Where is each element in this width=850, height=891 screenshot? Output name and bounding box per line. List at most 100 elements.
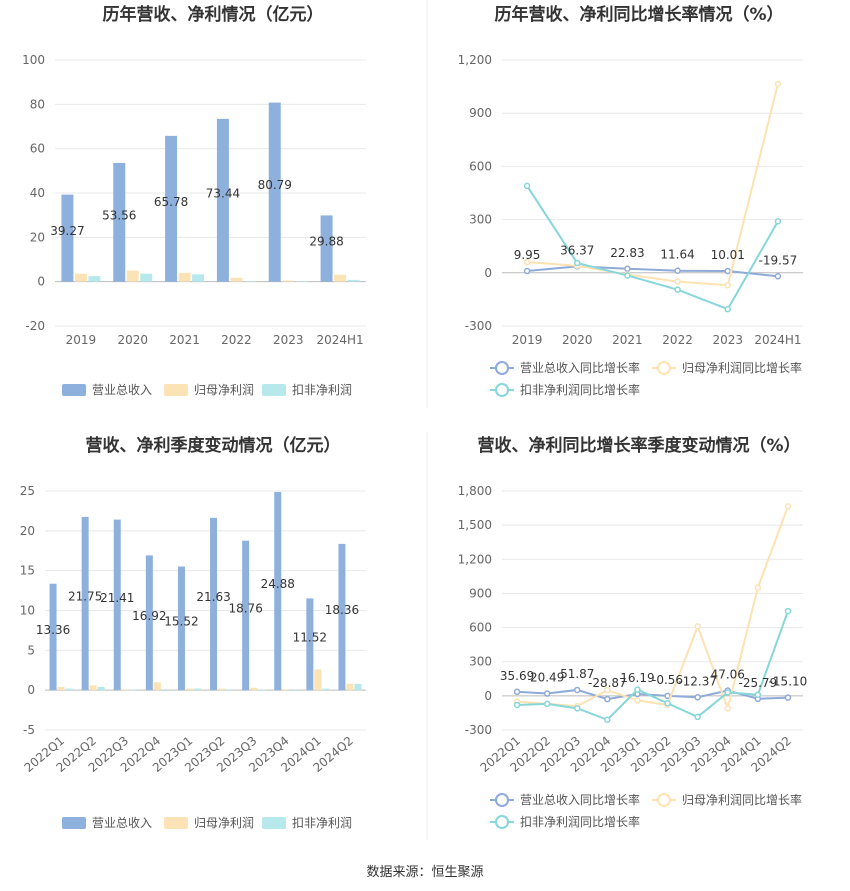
legend-swatch-marker [657, 361, 671, 375]
legend-swatch [62, 817, 86, 829]
x-tick-label: 2021 [169, 333, 200, 347]
line-value-label: -0.56 [652, 673, 683, 687]
series-point [624, 272, 631, 279]
bar [282, 689, 290, 691]
chart-title: 营收、净利季度变动情况（亿元） [86, 435, 341, 456]
series-point [543, 690, 551, 697]
series-point [694, 713, 701, 721]
bar [113, 519, 121, 691]
bar [165, 135, 178, 282]
series-point [523, 267, 531, 275]
bar [57, 686, 65, 691]
bar [347, 279, 360, 282]
chart-title: 历年营收、净利同比增长率情况（%） [494, 4, 783, 25]
y-tick-label: 300 [469, 213, 492, 227]
legend-label: 归母净利润同比增长率 [682, 360, 802, 375]
chart-title: 历年营收、净利情况（亿元） [103, 4, 324, 25]
series-point [523, 258, 531, 266]
series-point [754, 584, 762, 591]
series-line [527, 83, 779, 287]
line-value-label: 47.06 [711, 668, 745, 682]
bar [230, 277, 243, 282]
line-value-label: -28.87 [588, 676, 627, 690]
series-point [674, 286, 681, 293]
series-point [774, 218, 782, 225]
series-point [724, 689, 731, 696]
line-value-label: -15.10 [769, 675, 808, 689]
bar [295, 281, 308, 283]
legend-label: 营业总收入同比增长率 [520, 792, 640, 807]
y-tick-label: 1,200 [458, 552, 492, 566]
data-source-footer: 数据来源：恒生聚源 [366, 865, 483, 880]
y-tick-label: 0 [484, 266, 492, 280]
y-tick-label: 20 [30, 230, 45, 244]
bar-value-label: 21.75 [68, 590, 102, 604]
legend-swatch [164, 817, 188, 829]
series-point [674, 278, 681, 285]
bar-value-label: 15.52 [164, 614, 198, 628]
y-tick-label: 100 [22, 53, 45, 67]
chart-title: 营收、净利同比增长率季度变动情况（%） [477, 435, 800, 456]
legend-swatch-marker [495, 361, 509, 375]
legend-label: 归母净利润同比增长率 [682, 792, 802, 807]
bar [74, 273, 87, 282]
legend-label: 扣非净利润同比增长率 [520, 814, 640, 829]
series-point [664, 700, 671, 707]
series-point [724, 281, 731, 289]
bar [89, 685, 97, 691]
y-tick-label: -5 [23, 723, 35, 737]
series-point [784, 694, 792, 701]
y-tick-label: 0 [27, 683, 35, 697]
legend-swatch-marker [495, 793, 509, 807]
line-value-label: -25.79 [739, 676, 778, 690]
series-line [516, 506, 789, 712]
bar-value-label: 65.78 [154, 195, 188, 209]
bar [282, 280, 295, 282]
bar [210, 517, 218, 691]
bar [320, 215, 333, 282]
series-line [516, 688, 788, 701]
y-tick-label: 300 [469, 655, 492, 669]
bar [97, 686, 105, 691]
legend-swatch [262, 817, 286, 829]
legend-swatch-marker [495, 815, 509, 829]
bar [161, 690, 169, 691]
bar [250, 687, 258, 691]
x-tick-label: 2024H1 [754, 333, 801, 347]
legend-label: 营业总收入 [92, 816, 152, 830]
annual-revenue-profit-chart: 历年营收、净利情况（亿元） -20 0 20 40 60 80 100 2019 2020 202… [22, 4, 366, 397]
series-line [526, 265, 779, 278]
x-tick-label: 2021 [612, 333, 643, 347]
series-point [774, 80, 782, 88]
series-point [694, 623, 701, 630]
y-tick-label: 40 [30, 186, 45, 200]
legend-swatch-marker [495, 383, 509, 397]
series-point [724, 705, 731, 712]
line-value-label: 20.49 [530, 671, 564, 685]
series-point [513, 688, 521, 696]
line-value-label: -19.57 [759, 253, 798, 267]
series-point [774, 273, 782, 280]
line-value-label: 51.87 [560, 667, 594, 681]
bar [268, 102, 281, 282]
y-tick-label: 25 [20, 484, 35, 498]
legend-label: 营业总收入同比增长率 [520, 360, 640, 375]
bar [218, 688, 226, 691]
bar [88, 276, 101, 282]
legend-label: 扣非净利润 [292, 816, 352, 830]
bar [49, 583, 57, 691]
line-value-label: 36.37 [560, 243, 594, 257]
line-value-label: 16.19 [620, 671, 654, 685]
x-tick-label: 2020 [562, 333, 593, 347]
series-point [604, 695, 611, 703]
legend-swatch-marker [657, 793, 671, 807]
bar [126, 270, 139, 282]
line-value-label: 11.64 [660, 248, 694, 262]
bar [338, 543, 346, 691]
y-tick-label: -20 [25, 319, 45, 333]
bar-value-label: 80.79 [258, 178, 292, 192]
bar-value-label: 11.52 [293, 630, 327, 644]
bar-value-label: 53.56 [102, 208, 136, 222]
x-tick-label: 2022 [221, 333, 252, 347]
series-point [574, 259, 581, 267]
